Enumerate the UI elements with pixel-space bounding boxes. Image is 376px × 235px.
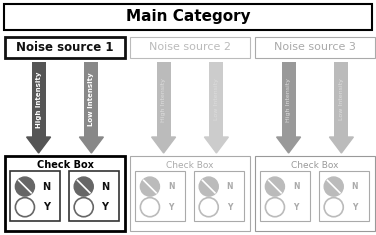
Polygon shape xyxy=(277,137,300,153)
Bar xyxy=(282,62,296,137)
Bar xyxy=(10,171,60,221)
Circle shape xyxy=(140,177,159,196)
Bar xyxy=(130,37,250,58)
Polygon shape xyxy=(79,137,103,153)
Text: N: N xyxy=(227,182,233,191)
Bar xyxy=(318,171,369,221)
Text: Noise source 3: Noise source 3 xyxy=(274,43,356,52)
Bar xyxy=(68,171,119,221)
Text: High Intensity: High Intensity xyxy=(161,78,166,121)
Text: Y: Y xyxy=(227,203,233,212)
Bar xyxy=(156,62,171,137)
Bar xyxy=(255,156,375,231)
Bar xyxy=(130,156,250,231)
Circle shape xyxy=(15,177,35,196)
Text: High Intensity: High Intensity xyxy=(286,78,291,121)
Text: Low Intensity: Low Intensity xyxy=(339,78,344,120)
Bar xyxy=(194,171,244,221)
Bar xyxy=(5,37,125,58)
Bar xyxy=(84,62,99,137)
Text: N: N xyxy=(352,182,358,191)
Text: Check Box: Check Box xyxy=(291,161,339,169)
Bar xyxy=(209,62,223,137)
Text: Low Intensity: Low Intensity xyxy=(88,73,94,126)
Circle shape xyxy=(199,177,218,196)
Polygon shape xyxy=(152,137,176,153)
Text: Y: Y xyxy=(352,203,358,212)
Circle shape xyxy=(74,177,93,196)
Text: Check Box: Check Box xyxy=(166,161,214,169)
Text: Check Box: Check Box xyxy=(36,160,94,170)
Text: Y: Y xyxy=(168,203,174,212)
Text: Y: Y xyxy=(293,203,299,212)
Text: N: N xyxy=(168,182,174,191)
Text: N: N xyxy=(293,182,299,191)
Bar xyxy=(334,62,349,137)
Text: Y: Y xyxy=(102,202,108,212)
Text: N: N xyxy=(101,182,109,192)
Circle shape xyxy=(324,177,343,196)
Polygon shape xyxy=(329,137,353,153)
Polygon shape xyxy=(27,137,51,153)
Text: High Intensity: High Intensity xyxy=(36,71,42,128)
Bar xyxy=(32,62,45,137)
Text: N: N xyxy=(42,182,50,192)
Polygon shape xyxy=(205,137,228,153)
Bar xyxy=(255,37,375,58)
Bar xyxy=(5,156,125,231)
Text: Y: Y xyxy=(42,202,50,212)
Text: Noise source 2: Noise source 2 xyxy=(149,43,231,52)
Circle shape xyxy=(265,177,285,196)
Text: Main Category: Main Category xyxy=(126,9,250,24)
Text: Low Intensity: Low Intensity xyxy=(214,78,219,120)
Bar xyxy=(260,171,310,221)
Bar xyxy=(4,4,372,30)
Bar xyxy=(135,171,185,221)
Text: Noise source 1: Noise source 1 xyxy=(16,41,114,54)
